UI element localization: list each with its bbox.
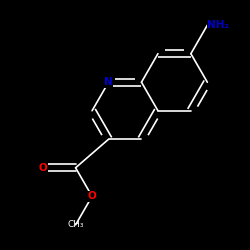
Text: N: N	[104, 77, 113, 87]
Text: NH₂: NH₂	[207, 20, 229, 30]
Text: O: O	[38, 163, 47, 173]
Text: O: O	[88, 191, 96, 201]
Text: CH₃: CH₃	[67, 220, 84, 229]
